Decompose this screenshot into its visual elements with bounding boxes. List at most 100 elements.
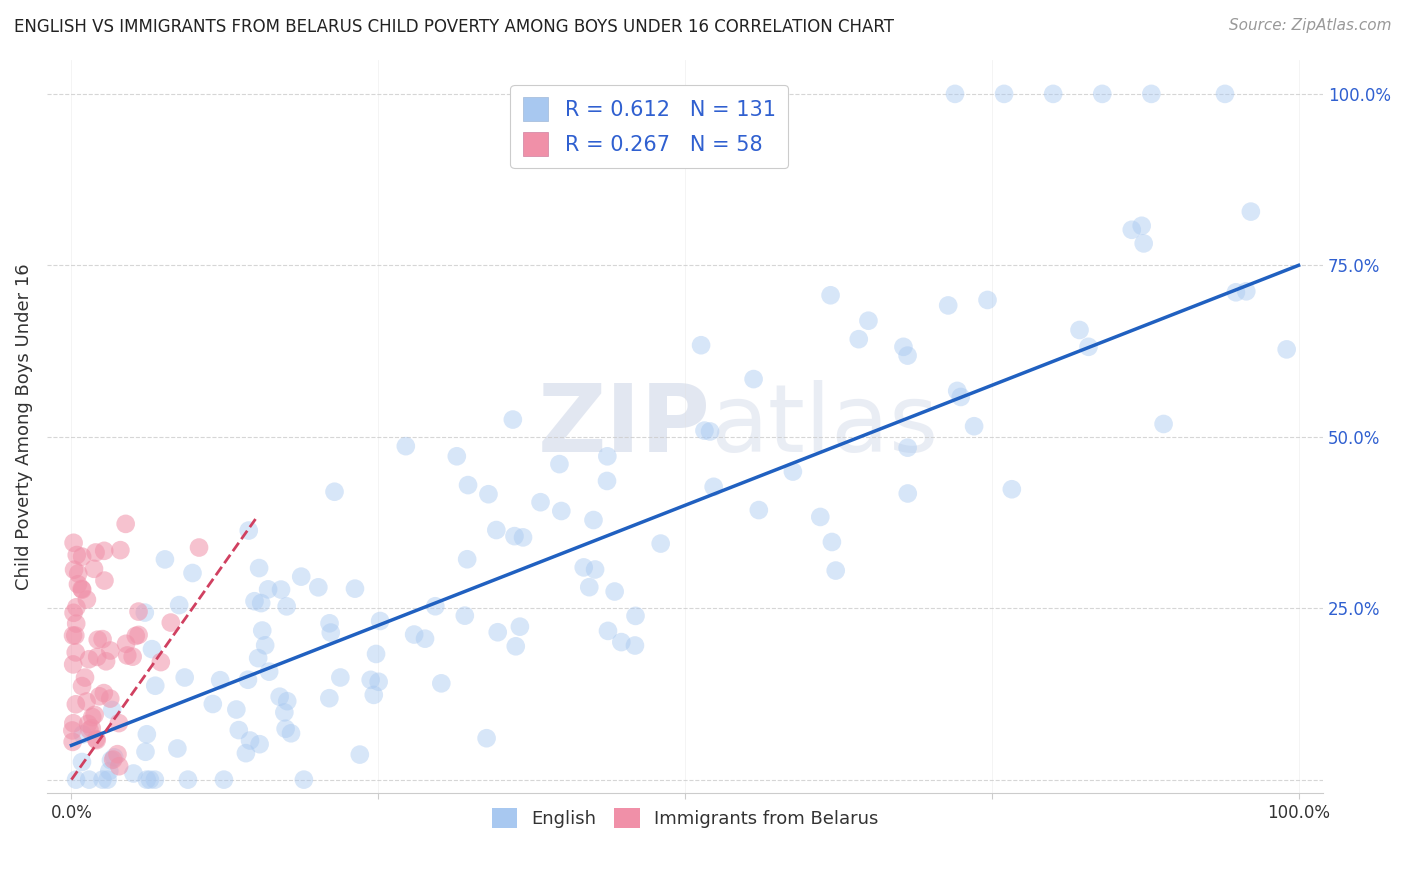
Point — [70, 679, 93, 693]
Point — [596, 450, 619, 464]
Point — [62, 628, 84, 642]
Point — [1153, 417, 1175, 431]
Point — [742, 372, 765, 386]
Point — [62, 657, 84, 672]
Point — [117, 648, 139, 663]
Point — [209, 673, 232, 688]
Point — [270, 582, 292, 597]
Point — [976, 293, 998, 307]
Point — [782, 465, 804, 479]
Point — [1042, 87, 1064, 101]
Point — [122, 766, 145, 780]
Point — [808, 510, 831, 524]
Point — [149, 655, 172, 669]
Point — [139, 772, 162, 787]
Point — [897, 486, 920, 500]
Point — [650, 536, 672, 550]
Point — [201, 697, 224, 711]
Point — [159, 615, 181, 630]
Point — [100, 753, 122, 767]
Point — [135, 727, 157, 741]
Point — [446, 450, 468, 464]
Point — [1121, 223, 1143, 237]
Point — [425, 599, 447, 614]
Point — [364, 647, 387, 661]
Point — [946, 384, 969, 398]
Point — [83, 707, 105, 722]
Point — [62, 536, 84, 550]
Point — [83, 562, 105, 576]
Point — [323, 484, 346, 499]
Point — [108, 759, 131, 773]
Point — [318, 616, 340, 631]
Point — [257, 582, 280, 597]
Point — [65, 645, 87, 659]
Text: Source: ZipAtlas.com: Source: ZipAtlas.com — [1229, 18, 1392, 33]
Point — [343, 582, 366, 596]
Point — [1091, 87, 1114, 101]
Point — [93, 686, 115, 700]
Point — [70, 582, 93, 596]
Point — [503, 529, 526, 543]
Point — [276, 694, 298, 708]
Text: ZIP: ZIP — [537, 381, 710, 473]
Point — [238, 524, 260, 538]
Point — [1132, 236, 1154, 251]
Text: ENGLISH VS IMMIGRANTS FROM BELARUS CHILD POVERTY AMONG BOYS UNDER 16 CORRELATION: ENGLISH VS IMMIGRANTS FROM BELARUS CHILD… — [14, 18, 894, 36]
Point — [153, 552, 176, 566]
Point — [475, 731, 498, 746]
Point — [79, 723, 101, 737]
Point — [486, 625, 509, 640]
Point — [103, 750, 125, 764]
Point — [128, 628, 150, 642]
Point — [367, 674, 389, 689]
Point — [329, 671, 352, 685]
Point — [250, 596, 273, 610]
Point — [87, 632, 110, 647]
Point — [135, 772, 157, 787]
Point — [897, 441, 920, 455]
Point — [610, 635, 633, 649]
Point — [110, 543, 132, 558]
Point — [60, 723, 83, 738]
Point — [93, 574, 115, 588]
Point — [363, 688, 385, 702]
Point — [76, 592, 98, 607]
Point — [134, 745, 156, 759]
Point — [89, 690, 111, 704]
Point — [1001, 482, 1024, 496]
Point — [582, 513, 605, 527]
Point — [63, 563, 86, 577]
Point — [254, 638, 277, 652]
Point — [1234, 285, 1257, 299]
Point — [824, 564, 846, 578]
Point — [66, 548, 89, 562]
Point — [65, 628, 87, 642]
Point — [235, 746, 257, 760]
Point — [143, 772, 166, 787]
Point — [101, 703, 124, 717]
Point — [949, 390, 972, 404]
Point — [897, 349, 920, 363]
Point — [91, 772, 114, 787]
Point — [93, 544, 115, 558]
Point — [252, 624, 274, 638]
Point — [66, 577, 89, 591]
Point — [404, 627, 426, 641]
Point — [413, 632, 436, 646]
Point — [1077, 340, 1099, 354]
Point — [1225, 285, 1247, 300]
Point — [82, 710, 104, 724]
Point — [166, 741, 188, 756]
Point — [821, 535, 844, 549]
Point — [603, 584, 626, 599]
Point — [76, 694, 98, 708]
Point — [188, 541, 211, 555]
Point — [72, 727, 94, 741]
Point — [269, 690, 291, 704]
Point — [173, 671, 195, 685]
Point — [550, 504, 572, 518]
Point — [307, 580, 329, 594]
Point — [276, 599, 298, 614]
Point — [624, 608, 647, 623]
